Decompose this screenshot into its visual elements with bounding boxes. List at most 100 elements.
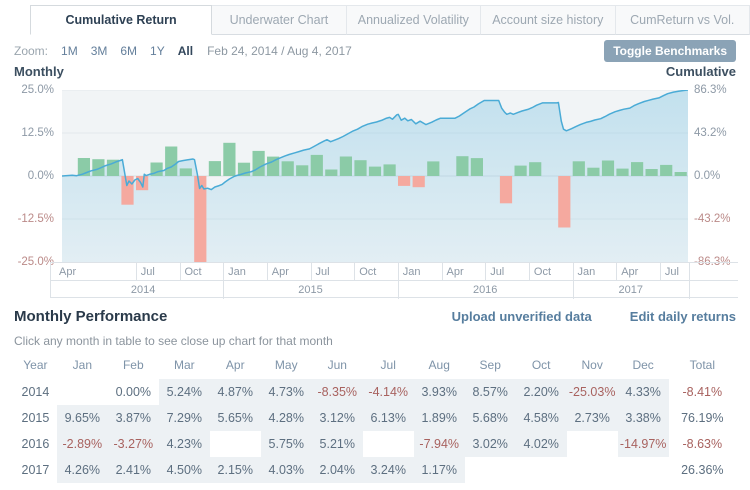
month-cell[interactable]: -14.97%	[617, 431, 669, 457]
column-header: Mar	[173, 358, 195, 372]
x-axis-year-label: 2014	[130, 284, 156, 296]
month-cell	[363, 431, 414, 457]
range-6m[interactable]: 6M	[120, 44, 138, 58]
month-cell[interactable]: 2.15%	[209, 457, 261, 483]
performance-header: Monthly Performance Upload unverified da…	[14, 308, 736, 325]
month-cell[interactable]: 4.02%	[515, 431, 567, 457]
month-cell[interactable]: -25.03%	[566, 379, 618, 405]
table-row: 2016 -2.89% -3.27% 4.23% 5.75% 5.21% -7.94% 3.0…	[14, 431, 736, 457]
x-axis-month-label: Oct	[184, 266, 202, 278]
month-cell[interactable]: 5.21%	[311, 431, 363, 457]
month-cell	[210, 431, 261, 457]
x-axis-tick	[266, 263, 268, 281]
x-axis-month-label: Jul	[664, 266, 679, 278]
monthly-performance-table: Year Jan Feb Mar Apr May Jun Jul Aug Sep Oct Nov Dec…	[14, 355, 736, 483]
tab-underwater-chart[interactable]: Underwater Chart	[212, 5, 347, 35]
column-header: Total	[689, 358, 715, 372]
column-header: Oct	[531, 358, 551, 372]
cumulative-return-page: Cumulative Return Underwater Chart Annua…	[0, 5, 750, 483]
column-header: Apr	[225, 358, 245, 372]
month-cell[interactable]: 3.38%	[617, 405, 669, 431]
upload-unverified-data-link[interactable]: Upload unverified data	[451, 309, 592, 324]
range-3m[interactable]: 3M	[90, 44, 108, 58]
month-cell[interactable]: 2.04%	[311, 457, 363, 483]
month-cell[interactable]: 4.87%	[209, 379, 261, 405]
left-axis-title: Monthly	[14, 64, 64, 79]
table-row: 2017 4.26% 2.41% 4.50% 2.15% 4.03% 2.04% 3.24% 1…	[14, 457, 736, 483]
month-cell[interactable]: 0.00%	[115, 385, 152, 399]
x-axis-tick	[689, 263, 690, 281]
month-cell	[57, 379, 108, 405]
month-cell[interactable]: 9.65%	[56, 405, 108, 431]
month-cell[interactable]: 4.28%	[260, 405, 312, 431]
year-divider	[572, 281, 574, 299]
month-cell[interactable]: 4.58%	[515, 405, 567, 431]
x-axis-tick	[397, 263, 399, 281]
month-cell[interactable]: 5.65%	[209, 405, 261, 431]
month-cell[interactable]: 2.73%	[566, 405, 618, 431]
month-cell[interactable]: 1.89%	[413, 405, 465, 431]
month-cell[interactable]: 4.03%	[260, 457, 312, 483]
month-cell[interactable]: 4.73%	[260, 379, 312, 405]
x-axis-month-label: Jul	[140, 266, 155, 278]
toggle-benchmarks-button[interactable]: Toggle Benchmarks	[604, 40, 736, 62]
month-cell[interactable]: 3.02%	[464, 431, 516, 457]
left-tick: 25.0%	[21, 84, 54, 96]
edit-daily-returns-link[interactable]: Edit daily returns	[629, 309, 736, 324]
month-cell[interactable]: 5.68%	[464, 405, 516, 431]
month-cell[interactable]: 8.57%	[464, 379, 516, 405]
month-cell[interactable]: 5.75%	[260, 431, 312, 457]
tab-cumulative-return[interactable]: Cumulative Return	[30, 5, 213, 35]
monthly-performance-section: Monthly Performance Upload unverified da…	[0, 308, 750, 483]
x-axis-month-label: Oct	[359, 266, 377, 278]
tab-account-size-history[interactable]: Account size history	[481, 5, 616, 35]
month-cell[interactable]: 3.24%	[362, 457, 414, 483]
chart-toolbar: Zoom: 1M 3M 6M 1Y All Feb 24, 2014 / Aug…	[0, 35, 750, 63]
month-cell[interactable]: 2.41%	[107, 457, 159, 483]
x-axis-year-label: 2016	[472, 284, 498, 296]
month-cell[interactable]: 4.50%	[158, 457, 210, 483]
month-cell[interactable]: 4.33%	[617, 379, 669, 405]
cumulative-return-chart[interactable]	[62, 90, 688, 262]
column-header: Jan	[72, 358, 92, 372]
month-cell[interactable]: 3.12%	[311, 405, 363, 431]
month-cell[interactable]: -7.94%	[413, 431, 465, 457]
tab-annualized-volatility[interactable]: Annualized Volatility	[346, 5, 482, 35]
month-cell[interactable]: -3.27%	[107, 431, 159, 457]
month-cell	[567, 457, 618, 483]
range-all[interactable]: All	[177, 44, 194, 58]
date-range: Feb 24, 2014 / Aug 4, 2017	[207, 44, 352, 58]
column-header: Dec	[632, 358, 654, 372]
month-cell[interactable]: 4.23%	[158, 431, 210, 457]
table-hint: Click any month in table to see close up…	[14, 334, 333, 348]
month-cell[interactable]: 1.17%	[413, 457, 465, 483]
x-axis-tick	[135, 263, 137, 281]
year-cell: 2014	[21, 385, 50, 399]
total-cell: -8.63%	[682, 437, 723, 451]
x-axis-tick	[572, 263, 574, 281]
month-cell[interactable]: 3.87%	[107, 405, 159, 431]
month-cell[interactable]: -2.89%	[56, 431, 108, 457]
table-header-row: Year Jan Feb Mar Apr May Jun Jul Aug Sep Oct Nov Dec…	[14, 355, 736, 379]
range-1m[interactable]: 1M	[61, 44, 78, 58]
right-tick: 86.3%	[694, 84, 727, 96]
x-axis-year-label: 2017	[618, 284, 644, 296]
year-divider	[397, 281, 399, 299]
x-axis-tick	[354, 263, 356, 281]
month-cell[interactable]: 2.20%	[515, 379, 567, 405]
month-cell[interactable]: 5.24%	[158, 379, 210, 405]
x-axis-month-label: Jan	[577, 266, 596, 278]
month-cell[interactable]: 6.13%	[362, 405, 414, 431]
month-cell	[567, 431, 618, 457]
month-cell[interactable]: -8.35%	[311, 379, 363, 405]
month-cell[interactable]: 7.29%	[158, 405, 210, 431]
x-axis-months: Apr Jul Oct Jan Apr Jul Oct Jan Apr Jul Oct Jan Apr J…	[51, 262, 738, 281]
year-divider	[689, 281, 690, 299]
month-cell[interactable]: -4.14%	[362, 379, 414, 405]
month-cell[interactable]: 4.26%	[56, 457, 108, 483]
table-row: 2014 0.00% 5.24% 4.87% 4.73% -8.35% -4.14% 3.93…	[14, 379, 736, 405]
zoom-label: Zoom:	[14, 44, 49, 58]
month-cell[interactable]: 3.93%	[413, 379, 465, 405]
range-1y[interactable]: 1Y	[150, 44, 165, 58]
tab-cumreturn-vs-vol[interactable]: CumReturn vs Vol.	[615, 5, 750, 35]
